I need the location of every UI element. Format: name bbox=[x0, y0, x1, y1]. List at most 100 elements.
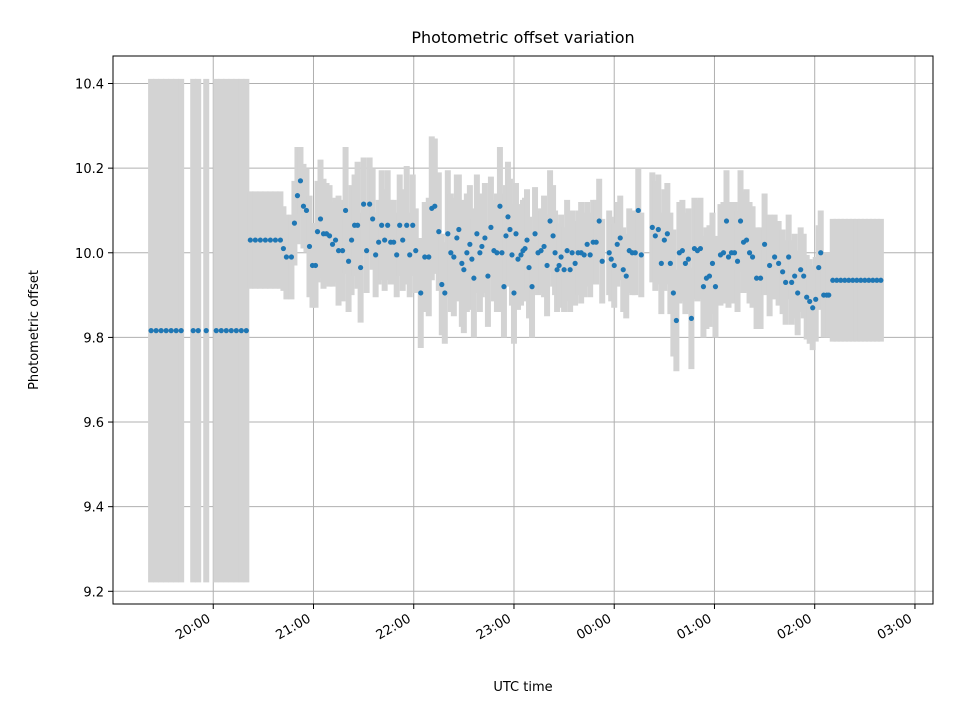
data-point bbox=[448, 250, 453, 255]
data-point bbox=[333, 237, 338, 242]
data-point bbox=[507, 227, 512, 232]
data-point bbox=[807, 299, 812, 304]
data-point bbox=[432, 204, 437, 209]
data-point bbox=[801, 273, 806, 278]
y-tick-label: 9.2 bbox=[83, 585, 104, 600]
data-point bbox=[662, 237, 667, 242]
data-point bbox=[191, 328, 196, 333]
data-point bbox=[148, 328, 153, 333]
data-point bbox=[624, 273, 629, 278]
y-tick-label: 9.6 bbox=[83, 416, 104, 431]
data-point bbox=[600, 259, 605, 264]
data-point bbox=[204, 328, 209, 333]
data-point bbox=[558, 254, 563, 259]
data-point bbox=[497, 204, 502, 209]
data-point bbox=[289, 254, 294, 259]
data-point bbox=[358, 265, 363, 270]
data-point bbox=[582, 252, 587, 257]
data-point bbox=[789, 280, 794, 285]
data-point bbox=[273, 237, 278, 242]
data-point bbox=[656, 227, 661, 232]
data-point bbox=[367, 202, 372, 207]
data-point bbox=[174, 328, 179, 333]
data-point bbox=[776, 261, 781, 266]
data-point bbox=[707, 273, 712, 278]
data-point bbox=[747, 250, 752, 255]
data-point bbox=[795, 290, 800, 295]
data-point bbox=[547, 218, 552, 223]
data-point bbox=[304, 208, 309, 213]
data-point bbox=[442, 290, 447, 295]
data-point bbox=[701, 284, 706, 289]
data-point bbox=[783, 280, 788, 285]
data-point bbox=[665, 231, 670, 236]
data-point bbox=[780, 269, 785, 274]
data-point bbox=[284, 254, 289, 259]
data-point bbox=[532, 231, 537, 236]
data-point bbox=[485, 273, 490, 278]
data-point bbox=[615, 242, 620, 247]
data-point bbox=[488, 225, 493, 230]
data-point bbox=[713, 284, 718, 289]
data-point bbox=[541, 244, 546, 249]
data-point bbox=[278, 237, 283, 242]
data-point bbox=[391, 240, 396, 245]
figure-background bbox=[0, 0, 960, 720]
data-point bbox=[346, 259, 351, 264]
data-point bbox=[179, 328, 184, 333]
chart-svg: 20:00 21:00 22:00 23:00 00:00 01:00 02:00 03:00… bbox=[0, 0, 960, 720]
data-point bbox=[292, 221, 297, 226]
data-point bbox=[659, 261, 664, 266]
data-point bbox=[295, 193, 300, 198]
data-point bbox=[219, 328, 224, 333]
data-point bbox=[568, 267, 573, 272]
data-point bbox=[382, 237, 387, 242]
data-point bbox=[668, 261, 673, 266]
chart-title: Photometric offset variation bbox=[411, 28, 634, 47]
data-point bbox=[400, 237, 405, 242]
data-point bbox=[671, 290, 676, 295]
y-tick-label: 9.4 bbox=[83, 501, 104, 516]
data-point bbox=[318, 216, 323, 221]
data-point bbox=[689, 316, 694, 321]
data-point bbox=[263, 237, 268, 242]
data-point bbox=[505, 214, 510, 219]
data-point bbox=[650, 225, 655, 230]
data-point bbox=[585, 242, 590, 247]
data-point bbox=[735, 259, 740, 264]
data-point bbox=[376, 240, 381, 245]
data-point bbox=[461, 267, 466, 272]
data-point bbox=[509, 252, 514, 257]
data-point bbox=[786, 254, 791, 259]
x-axis-label: UTC time bbox=[493, 680, 552, 695]
data-point bbox=[418, 290, 423, 295]
data-point bbox=[471, 276, 476, 281]
data-point bbox=[281, 246, 286, 251]
data-point bbox=[373, 252, 378, 257]
data-point bbox=[224, 328, 229, 333]
data-point bbox=[621, 267, 626, 272]
data-point bbox=[436, 229, 441, 234]
y-tick-label: 10.2 bbox=[75, 162, 104, 177]
data-point bbox=[529, 284, 534, 289]
data-point bbox=[244, 328, 249, 333]
data-point bbox=[404, 223, 409, 228]
data-point bbox=[556, 263, 561, 268]
y-tick-label: 10.4 bbox=[75, 78, 104, 93]
data-point bbox=[573, 261, 578, 266]
data-point bbox=[467, 242, 472, 247]
data-point bbox=[479, 244, 484, 249]
data-point bbox=[477, 250, 482, 255]
data-point bbox=[301, 204, 306, 209]
data-point bbox=[511, 290, 516, 295]
data-point bbox=[653, 233, 658, 238]
data-point bbox=[451, 254, 456, 259]
data-point bbox=[710, 261, 715, 266]
data-point bbox=[639, 252, 644, 257]
data-point bbox=[313, 263, 318, 268]
data-point bbox=[758, 276, 763, 281]
data-point bbox=[826, 292, 831, 297]
data-point bbox=[526, 265, 531, 270]
data-point bbox=[229, 328, 234, 333]
data-point bbox=[248, 237, 253, 242]
